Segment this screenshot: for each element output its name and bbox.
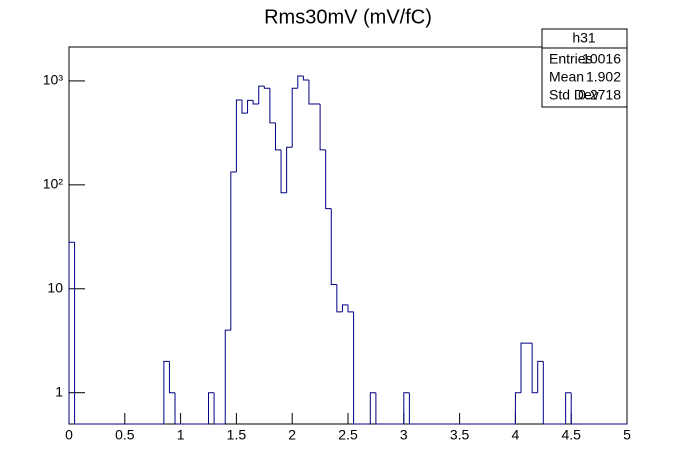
x-tick-label: 0.5 (115, 427, 135, 443)
histogram-bin (208, 392, 215, 424)
x-tick-label: 1 (177, 427, 185, 443)
histogram-bin (163, 360, 170, 424)
x-tick-label: 2.5 (338, 427, 358, 443)
x-tick-label: 2 (288, 427, 296, 443)
y-tick-label: 1 (55, 383, 63, 399)
stats-label: Entries (549, 51, 593, 67)
histogram-bin (353, 311, 360, 425)
stats-label: Std Dev (549, 87, 599, 103)
histogram-bin (542, 361, 549, 425)
stats-value: 1.902 (586, 69, 621, 85)
histogram-bin (274, 122, 282, 151)
histogram-bin (302, 76, 309, 81)
x-tick-label: 5 (623, 427, 631, 443)
histogram-bin (537, 360, 544, 393)
histogram-bin (319, 103, 326, 151)
histogram-bin (241, 99, 248, 114)
histogram-bin (336, 284, 343, 313)
stats-value: 10016 (582, 51, 621, 67)
x-tick-label: 0 (65, 427, 73, 443)
histogram-bin (224, 329, 231, 424)
histogram-bin (408, 392, 415, 425)
stats-label: Mean (549, 69, 584, 85)
y-tick-label: 10² (43, 176, 64, 192)
y-tick-label: 10 (47, 279, 63, 295)
histogram-bin (247, 99, 254, 114)
histogram-bin (286, 146, 293, 193)
histogram-bin (168, 361, 176, 394)
x-tick-label: 4 (512, 427, 520, 443)
histogram-bin (263, 86, 270, 89)
histogram-bin (369, 392, 376, 424)
histogram-bin (375, 392, 382, 425)
histogram-bin (308, 80, 315, 105)
stats-value: 0.2718 (578, 87, 621, 103)
histogram-bin (235, 99, 242, 172)
histogram-bin (213, 392, 220, 425)
histogram-bin (341, 304, 348, 312)
stats-name: h31 (572, 30, 596, 46)
histogram-bin (174, 392, 181, 425)
histogram-bin (230, 171, 237, 331)
histogram-bin (403, 392, 410, 424)
histogram-bin (330, 208, 337, 285)
histogram-bin (514, 392, 521, 424)
x-tick-label: 4.5 (561, 427, 581, 443)
histogram-bin (68, 241, 75, 424)
histogram-bin (297, 75, 304, 89)
x-tick-label: 3 (400, 427, 408, 443)
histogram-bin (520, 342, 527, 393)
histogram-bin (269, 88, 276, 124)
x-tick-label: 1.5 (227, 427, 247, 443)
histogram-bin (291, 87, 298, 148)
x-tick-label: 3.5 (450, 427, 470, 443)
histogram-bin (325, 149, 332, 210)
histogram-bin (74, 242, 81, 425)
stats-frame (541, 28, 628, 108)
histogram-bin (531, 343, 538, 394)
histogram-bin (570, 392, 577, 425)
y-tick-label: 10³ (43, 72, 64, 88)
histogram-bin (252, 100, 259, 105)
histogram-bin (258, 85, 265, 104)
histogram-bin (565, 392, 572, 424)
histogram-bin (347, 304, 354, 313)
chart-title: Rms30mV (mV/fC) (264, 6, 432, 28)
histogram-bin (280, 149, 287, 194)
